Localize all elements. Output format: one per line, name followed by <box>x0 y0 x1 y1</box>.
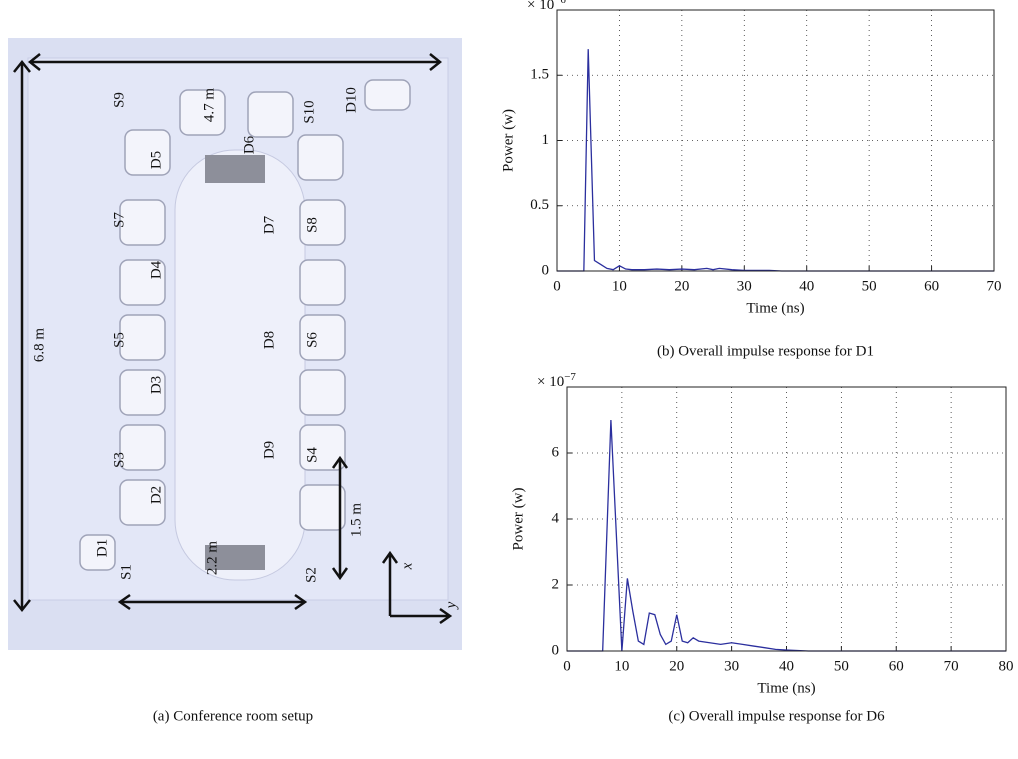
x-axis-label: Time (ns) <box>746 300 804 316</box>
chair <box>79 534 116 571</box>
room-label: S6 <box>304 332 320 348</box>
chairs <box>79 79 411 571</box>
x-tick-label: 60 <box>889 658 904 674</box>
chair <box>119 479 166 526</box>
plot-area <box>557 10 994 271</box>
room-label: D5 <box>148 151 164 169</box>
x-tick-label: 60 <box>924 278 939 294</box>
x-tick-label: 40 <box>799 278 814 294</box>
room-label: D2 <box>148 486 164 504</box>
room-label: S3 <box>111 452 127 468</box>
arrow-head <box>13 59 31 613</box>
room-label: S4 <box>304 447 320 463</box>
screen <box>205 155 265 183</box>
room-label: 6.8 m <box>31 328 47 363</box>
chair <box>299 424 346 471</box>
table <box>174 149 306 581</box>
y-tick-label: 4 <box>552 510 560 526</box>
y-tick-label: 0 <box>542 262 550 278</box>
room-label: S10 <box>301 100 317 123</box>
screen <box>205 545 265 570</box>
y-axis-label: Power (w) <box>510 488 526 551</box>
chair <box>299 314 346 361</box>
room-label: y <box>443 601 459 610</box>
multiplier-base: × 10 <box>537 374 564 390</box>
room-label: S8 <box>304 217 320 233</box>
chair <box>364 79 411 111</box>
chair <box>299 484 346 531</box>
room-label: S1 <box>118 564 134 580</box>
room-label: S7 <box>111 212 127 228</box>
y-tick-label: 0.5 <box>530 197 549 213</box>
room-diagram: (a) Conference room setup S9 D5 4.7 m D6 S10… <box>8 38 462 724</box>
room-label: D10 <box>343 87 359 113</box>
arrow-head <box>117 593 308 611</box>
x-tick-label: 50 <box>834 658 849 674</box>
x-tick-label: 0 <box>563 658 571 674</box>
y-tick-label: 2 <box>552 576 560 592</box>
chair <box>119 199 166 246</box>
chair <box>119 424 166 471</box>
room-label: S5 <box>111 332 127 348</box>
caption: (c) Overall impulse response for D6 <box>668 708 885 724</box>
room-label: D8 <box>261 331 277 349</box>
chair <box>119 314 166 361</box>
room-label: S2 <box>303 567 319 583</box>
room-label: D9 <box>261 441 277 459</box>
caption: (b) Overall impulse response for D1 <box>657 343 874 359</box>
dimension-arrows <box>13 53 453 625</box>
chair <box>299 369 346 416</box>
chair <box>119 369 166 416</box>
x-tick-label: 20 <box>674 278 689 294</box>
room-label: S9 <box>111 92 127 108</box>
x-tick-label: 40 <box>779 658 794 674</box>
y-tick-label: 1 <box>542 132 550 148</box>
x-tick-label: 20 <box>669 658 684 674</box>
arrow-head <box>331 455 349 581</box>
multiplier: × 10−6 <box>527 0 566 13</box>
room-label: D3 <box>148 376 164 394</box>
caption: (a) Conference room setup <box>153 708 313 724</box>
room-label: D1 <box>94 539 110 557</box>
multiplier-exponent: −6 <box>554 0 566 6</box>
chair <box>299 199 346 246</box>
room-label: D7 <box>261 215 277 234</box>
x-tick-label: 0 <box>553 278 561 294</box>
chair <box>179 89 226 136</box>
y-tick-label: 6 <box>552 444 560 460</box>
plot-frame <box>556 9 995 272</box>
room-label: D4 <box>148 260 164 279</box>
x-tick-label: 30 <box>724 658 739 674</box>
x-axis-label: Time (ns) <box>757 680 815 696</box>
x-tick-label: 50 <box>862 278 877 294</box>
arrow-head <box>27 53 443 71</box>
data-line <box>567 419 1006 652</box>
room-label: x <box>399 562 415 570</box>
multiplier-base: × 10 <box>527 0 554 13</box>
chair <box>299 259 346 306</box>
chair <box>124 129 171 176</box>
plot-frame <box>566 386 1007 652</box>
x-tick-label: 30 <box>737 278 752 294</box>
y-tick-label: 0 <box>552 642 560 658</box>
axis-arrows <box>381 550 453 625</box>
chair <box>119 259 166 306</box>
x-tick-label: 10 <box>612 278 627 294</box>
x-tick-label: 10 <box>614 658 629 674</box>
chair <box>297 134 344 181</box>
multiplier: × 10−7 <box>537 371 576 391</box>
room-label: 1.5 m <box>348 503 364 538</box>
x-tick-label: 80 <box>999 658 1014 674</box>
multiplier-exponent: −7 <box>564 371 576 383</box>
room-label: D6 <box>241 135 257 154</box>
room-label: 4.7 m <box>201 88 217 123</box>
x-tick-label: 70 <box>987 278 1002 294</box>
chair <box>247 91 294 138</box>
room-label: 2.2 m <box>204 541 220 576</box>
x-tick-label: 70 <box>944 658 959 674</box>
y-axis-label: Power (w) <box>500 109 516 172</box>
y-tick-label: 1.5 <box>530 67 549 83</box>
